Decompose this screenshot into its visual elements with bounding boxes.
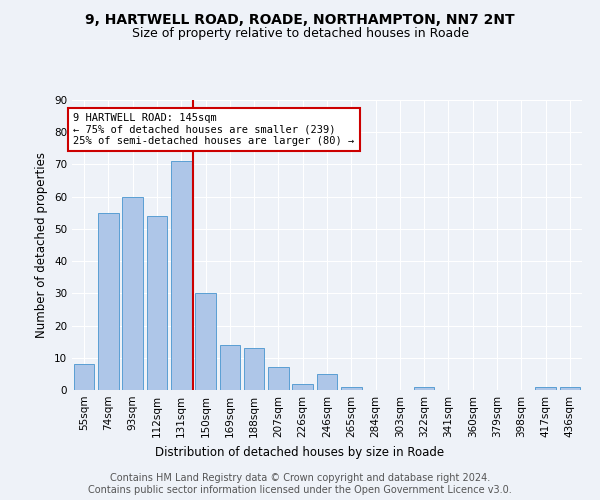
Bar — [98, 213, 119, 390]
Text: 9 HARTWELL ROAD: 145sqm
← 75% of detached houses are smaller (239)
25% of semi-d: 9 HARTWELL ROAD: 145sqm ← 75% of detache… — [73, 113, 355, 146]
Bar — [560, 387, 580, 390]
Bar — [292, 384, 313, 390]
Text: Size of property relative to detached houses in Roade: Size of property relative to detached ho… — [131, 28, 469, 40]
Bar — [74, 364, 94, 390]
Bar — [268, 368, 289, 390]
Bar — [341, 387, 362, 390]
Bar — [171, 161, 191, 390]
Bar — [244, 348, 265, 390]
Bar — [414, 387, 434, 390]
Text: 9, HARTWELL ROAD, ROADE, NORTHAMPTON, NN7 2NT: 9, HARTWELL ROAD, ROADE, NORTHAMPTON, NN… — [85, 12, 515, 26]
Bar — [220, 345, 240, 390]
Bar — [122, 196, 143, 390]
Bar — [146, 216, 167, 390]
Y-axis label: Number of detached properties: Number of detached properties — [35, 152, 49, 338]
Text: Contains HM Land Registry data © Crown copyright and database right 2024.
Contai: Contains HM Land Registry data © Crown c… — [88, 474, 512, 495]
Text: Distribution of detached houses by size in Roade: Distribution of detached houses by size … — [155, 446, 445, 459]
Bar — [195, 294, 216, 390]
Bar — [535, 387, 556, 390]
Bar — [317, 374, 337, 390]
